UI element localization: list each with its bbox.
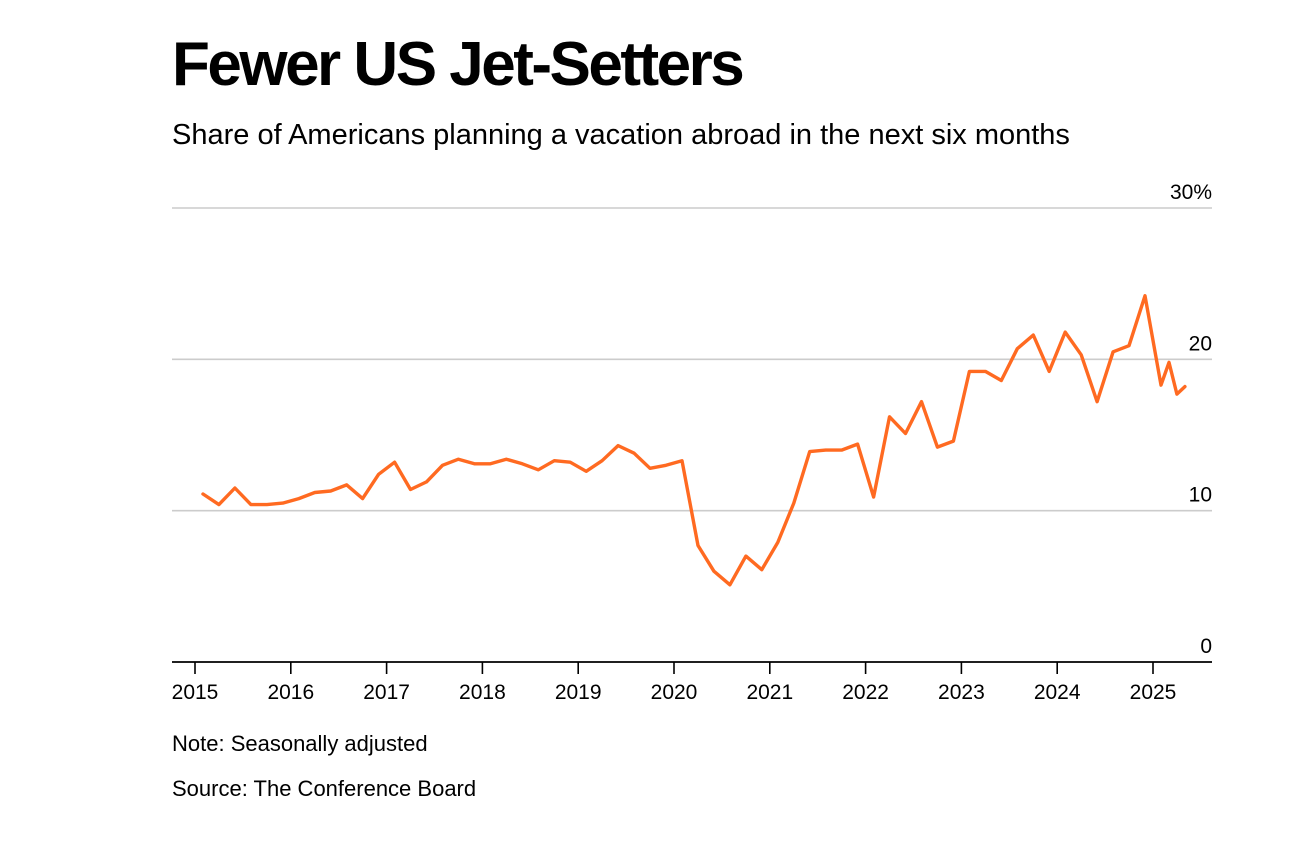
chart-source: Source: The Conference Board <box>172 776 477 801</box>
y-tick-label: 0 <box>1200 635 1212 658</box>
series-line <box>201 294 1187 587</box>
x-tick-label: 2019 <box>555 681 602 704</box>
x-tick-label: 2017 <box>363 681 410 704</box>
x-tick-label: 2023 <box>938 681 985 704</box>
x-tick-label: 2021 <box>746 681 793 704</box>
y-tick-label: 20 <box>1189 332 1212 355</box>
x-tick-label: 2015 <box>172 681 219 704</box>
x-tick-label: 2024 <box>1034 681 1081 704</box>
y-tick-label: 10 <box>1189 484 1212 507</box>
x-tick-label: 2022 <box>842 681 889 704</box>
chart-title: Fewer US Jet-Setters <box>172 30 745 99</box>
y-tick-label: 30% <box>1170 181 1212 204</box>
chart-subtitle: Share of Americans planning a vacation a… <box>172 119 1070 151</box>
x-tick-label: 2020 <box>651 681 698 704</box>
x-tick-label: 2018 <box>459 681 506 704</box>
chart-note: Note: Seasonally adjusted <box>172 731 428 756</box>
x-tick-label: 2016 <box>267 681 314 704</box>
x-tick-label: 2025 <box>1130 681 1177 704</box>
